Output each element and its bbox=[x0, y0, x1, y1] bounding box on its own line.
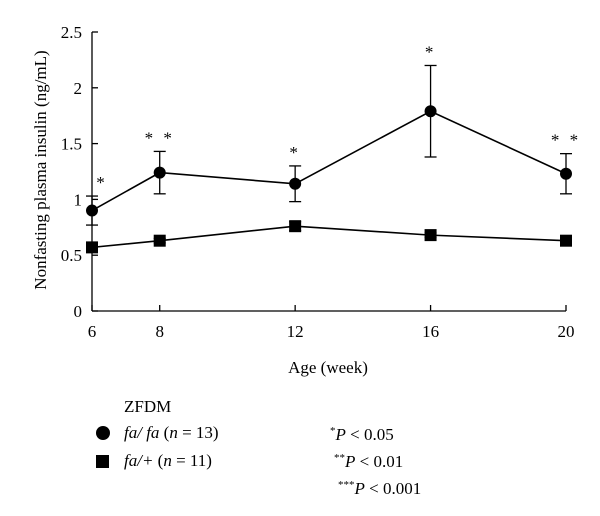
legend-title: ZFDM bbox=[124, 397, 172, 416]
legend-n-prefix: ( bbox=[159, 423, 170, 442]
data-point bbox=[424, 229, 437, 242]
y-tick-label: 0 bbox=[74, 302, 83, 321]
note-p005: *P < 0.05 bbox=[330, 418, 421, 445]
significance-star: * * bbox=[551, 131, 581, 150]
data-point bbox=[289, 177, 302, 190]
series-fa-plus bbox=[86, 220, 572, 254]
y-tick-label: 1 bbox=[74, 190, 83, 209]
y-tick-label: 1.5 bbox=[61, 135, 82, 154]
x-tick-label: 8 bbox=[155, 322, 164, 341]
note-text: < 0.01 bbox=[355, 452, 404, 471]
x-axis-label: Age (week) bbox=[288, 358, 368, 377]
significance-star: * bbox=[289, 143, 301, 162]
x-tick-label: 12 bbox=[287, 322, 304, 341]
legend: ZFDM fa/ fa (n = 13) fa/+ (n = 11) bbox=[92, 395, 219, 475]
significance-notes: *P < 0.05 **P < 0.01 ***P < 0.001 bbox=[328, 418, 421, 499]
legend-genotype: fa/ fa bbox=[124, 423, 160, 442]
square-marker-icon bbox=[96, 454, 109, 468]
legend-genotype: fa/+ bbox=[124, 451, 154, 470]
note-text: < 0.05 bbox=[345, 425, 394, 444]
legend-label: fa/+ (n = 11) bbox=[124, 447, 212, 475]
note-stars: ** bbox=[334, 452, 345, 464]
significance-star: * * bbox=[145, 128, 175, 147]
x-tick-label: 6 bbox=[88, 322, 97, 341]
data-point bbox=[560, 234, 572, 247]
data-point bbox=[86, 204, 98, 217]
legend-n-value: = 11) bbox=[171, 451, 212, 470]
data-point bbox=[424, 105, 437, 118]
significance-star: * bbox=[425, 42, 437, 61]
legend-item-fa-fa: fa/ fa (n = 13) bbox=[92, 419, 219, 447]
legend-item-fa-plus: fa/+ (n = 11) bbox=[92, 447, 219, 475]
y-tick-label: 2 bbox=[74, 79, 83, 98]
note-text: < 0.001 bbox=[364, 479, 422, 498]
significance-star: * bbox=[96, 173, 108, 192]
note-var: P bbox=[345, 452, 356, 471]
data-point bbox=[289, 220, 302, 233]
note-stars: * bbox=[330, 425, 336, 437]
x-tick-label: 16 bbox=[422, 322, 439, 341]
x-tick-label: 20 bbox=[558, 322, 575, 341]
series-fa-fa bbox=[86, 64, 572, 226]
data-point bbox=[153, 234, 166, 247]
data-point bbox=[86, 241, 98, 254]
circle-marker-icon bbox=[96, 426, 110, 440]
legend-n-var: n bbox=[163, 451, 172, 470]
chart-marks: * * * * * * * bbox=[86, 42, 581, 254]
note-p0001: ***P < 0.001 bbox=[338, 472, 421, 499]
note-p001: **P < 0.01 bbox=[334, 445, 421, 472]
data-point bbox=[560, 167, 572, 180]
legend-n-value: = 13) bbox=[177, 423, 219, 442]
y-tick-label: 0.5 bbox=[61, 246, 82, 265]
y-tick-label: 2.5 bbox=[61, 23, 82, 42]
insulin-chart: 0 0.5 1 1.5 2 2.5 6 8 12 16 20 * * * * * * * Age (week… bbox=[31, 23, 581, 377]
note-var: P bbox=[354, 479, 365, 498]
legend-label: fa/ fa (n = 13) bbox=[124, 419, 219, 447]
y-axis-label: Nonfasting plasma insulin (ng/mL) bbox=[31, 50, 50, 289]
legend-n-prefix: ( bbox=[153, 451, 164, 470]
data-point bbox=[153, 166, 166, 179]
note-var: P bbox=[335, 425, 346, 444]
legend-n-var: n bbox=[169, 423, 178, 442]
series-line bbox=[91, 110, 567, 212]
axes: 0 0.5 1 1.5 2 2.5 6 8 12 16 20 bbox=[61, 23, 575, 341]
note-stars: *** bbox=[338, 479, 355, 491]
